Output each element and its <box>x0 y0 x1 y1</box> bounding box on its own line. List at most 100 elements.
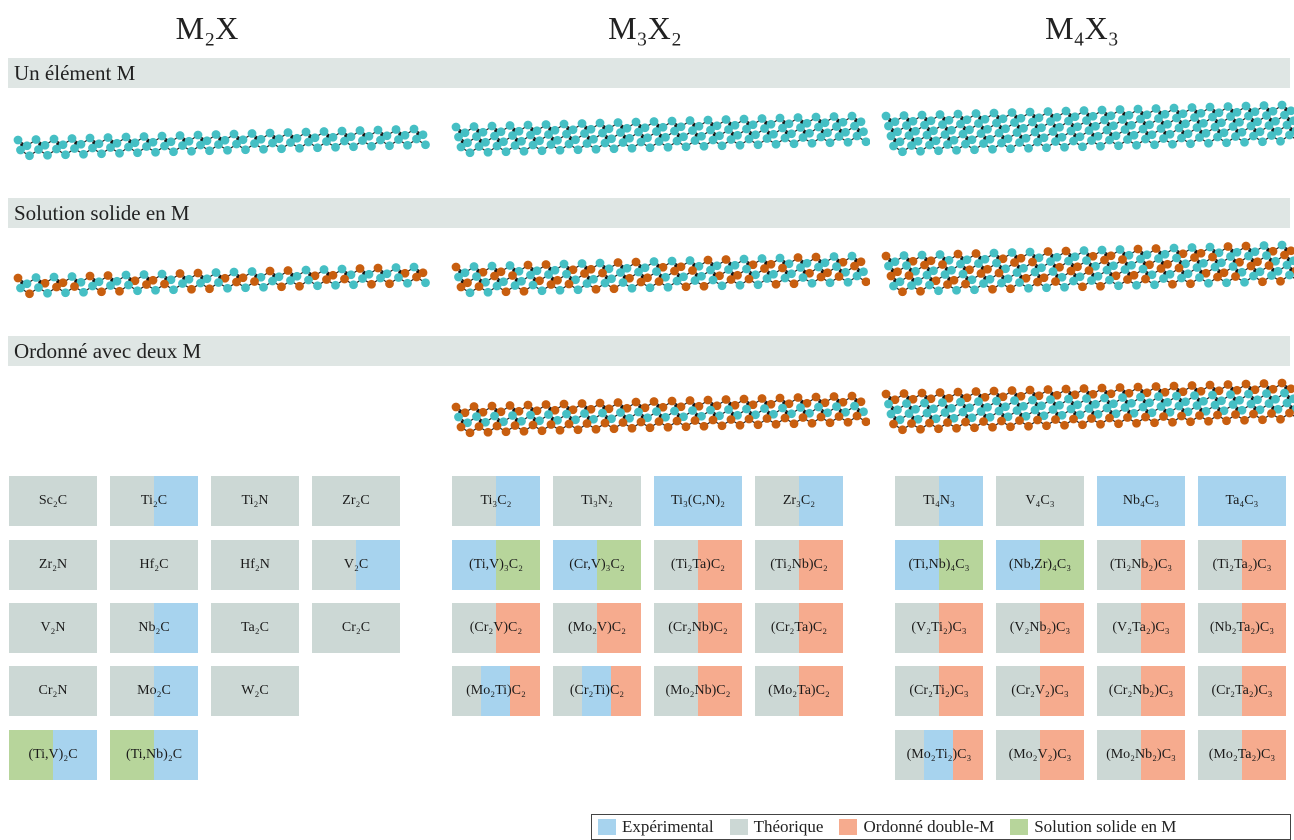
structure-m4x3-solution-atom <box>1235 257 1244 267</box>
structure-m3x2-solution-atom <box>609 284 619 294</box>
structure-m4x3-single-atom <box>1088 111 1098 121</box>
structure-m4x3-single-atom <box>994 128 1004 138</box>
structure-m3x2-single-atom <box>816 132 826 142</box>
structure-m2x-solution-atom <box>412 272 421 282</box>
structure-m4x3-ordered-atom <box>1195 411 1204 420</box>
structure-m4x3-ordered-atom <box>1120 403 1130 412</box>
structure-m2x-solution-atom <box>238 273 248 283</box>
tile-m3x2: (Cr₂Ta)C₂ <box>755 603 843 653</box>
structure-m2x-solution-atom <box>385 279 394 289</box>
structure-m2x-solution-atom <box>97 287 106 297</box>
structure-m3x2-ordered-atom <box>796 403 805 412</box>
structure-m4x3-solution-atom <box>1195 273 1204 282</box>
structure-m4x3-single-atom <box>1253 117 1262 127</box>
structure-m3x2-single-atom <box>508 131 517 140</box>
structure-m4x3-ordered-atom <box>1114 419 1123 429</box>
structure-m3x2-single-atom <box>733 130 742 140</box>
structure-m4x3-single-atom <box>1178 109 1188 119</box>
structure-m2x-single-atom <box>403 140 412 150</box>
structure-m3x2-ordered-atom <box>679 412 688 422</box>
structure-m4x3-solution-atom <box>1222 278 1231 288</box>
tile-m4x3: (Nb₂Ta₂)C₃ <box>1198 603 1286 653</box>
structure-m2x-single-atom <box>310 133 320 143</box>
structure-m4x3-single-atom <box>1282 120 1292 130</box>
structure-m3x2-ordered-atom <box>526 410 535 420</box>
structure-m4x3-ordered-atom <box>944 393 954 403</box>
structure-m4x3-solution-atom <box>1201 268 1211 278</box>
structure-m4x3-solution-atom <box>998 254 1008 264</box>
structure-m2x-solution-atom <box>283 266 293 275</box>
structure-m3x2-solution-atom <box>591 284 601 294</box>
tile-m3x2: Ti₃C₂ <box>452 476 540 526</box>
structure-m3x2-single-atom <box>859 127 868 137</box>
structure-m3x2-single-atom <box>607 134 616 144</box>
structure-m4x3-ordered-atom <box>1006 422 1015 432</box>
structure-m4x3-ordered-atom <box>1138 402 1148 412</box>
structure-m4x3-solution-atom <box>911 266 920 276</box>
structure-m4x3-single-atom <box>1217 118 1226 128</box>
structure-m4x3-solution-atom <box>1169 243 1179 253</box>
structure-m3x2-solution-atom <box>463 278 472 288</box>
structure-m4x3-solution-atom <box>893 267 902 277</box>
structure-m4x3-ordered-atom <box>947 403 956 413</box>
structure-m4x3-solution-atom <box>1250 247 1260 257</box>
structure-m3x2-solution-atom <box>744 274 754 284</box>
structure-m3x2-single-atom <box>631 117 641 127</box>
structure-m4x3-ordered-atom <box>1039 411 1049 421</box>
structure-m3x2-solution-atom <box>670 266 679 276</box>
structure-m3x2-ordered-atom <box>510 421 520 430</box>
structure-m3x2-ordered-atom <box>841 407 850 417</box>
structure-m4x3-solution-atom <box>1097 245 1107 255</box>
structure-m4x3-ordered-atom <box>1268 384 1278 394</box>
structure-m4x3-solution-atom <box>1102 265 1112 275</box>
structure-m4x3-single-atom <box>1231 132 1240 141</box>
structure-m4x3-solution-atom <box>1129 270 1139 280</box>
structure-m4x3-solution-atom <box>1069 276 1078 286</box>
structure-m3x2-ordered-atom <box>852 411 862 421</box>
structure-m4x3-solution-atom <box>1168 279 1177 289</box>
structure-m3x2-single-atom <box>730 120 740 130</box>
structure-m3x2-single-atom <box>697 131 706 141</box>
structure-m2x-single-atom <box>178 141 187 150</box>
structure-m3x2-solution-atom <box>861 277 870 287</box>
structure-m2x-single-atom <box>331 142 340 152</box>
structure-m3x2-solution-atom <box>843 277 853 287</box>
structure-m2x-single-atom <box>349 142 358 152</box>
structure-m3x2-single-atom <box>717 141 727 151</box>
structure-m3x2-ordered-atom <box>838 397 848 407</box>
structure-m3x2-single-atom <box>456 142 466 152</box>
structure-m4x3-solution-atom <box>1034 253 1044 263</box>
structure-m3x2-ordered-atom <box>748 400 758 410</box>
structure-m3x2-solution-atom <box>451 262 461 272</box>
structure-m4x3-single-atom <box>1159 134 1168 143</box>
structure-m2x-single-atom <box>97 149 106 159</box>
structure-m2x-solution-atom <box>148 275 158 285</box>
structure-m3x2-ordered-atom <box>778 403 787 413</box>
structure-m4x3-solution-atom <box>1228 262 1238 271</box>
structure-m3x2-single-atom <box>793 113 803 122</box>
tile-m2x: (Ti,V)₂C <box>9 730 97 780</box>
structure-m4x3-solution-atom <box>1066 266 1076 276</box>
structure-m4x3-single-atom <box>1138 124 1148 134</box>
structure-m4x3-solution-atom <box>1231 272 1240 281</box>
structure-m3x2-ordered-atom <box>751 410 760 420</box>
structure-m3x2-solution-atom <box>523 260 533 270</box>
structure-m4x3-solution-atom <box>1088 251 1098 261</box>
structure-m4x3-solution-atom <box>1240 277 1249 287</box>
structure-m4x3-single-atom <box>1258 137 1267 147</box>
structure-m3x2-single-atom <box>613 118 623 127</box>
structure-m4x3-ordered-atom <box>989 386 999 396</box>
structure-m3x2-ordered-atom <box>690 416 700 425</box>
structure-m4x3-ordered-atom <box>1285 408 1294 418</box>
structure-m4x3-ordered-atom <box>1066 404 1076 414</box>
structure-m4x3-ordered-atom <box>998 392 1008 402</box>
structure-m3x2-ordered-atom <box>807 418 817 428</box>
structure-m3x2-ordered-atom <box>721 395 731 404</box>
tile-m2x: Ti₂N <box>211 476 299 526</box>
structure-m3x2-solution-atom <box>820 258 830 268</box>
structure-m2x-solution-atom <box>232 277 241 287</box>
structure-m2x-solution-atom <box>274 272 284 282</box>
structure-m4x3-solution-atom <box>1267 271 1276 280</box>
structure-m4x3-ordered-atom <box>988 422 997 432</box>
structure-m4x3-solution-atom <box>931 276 941 286</box>
